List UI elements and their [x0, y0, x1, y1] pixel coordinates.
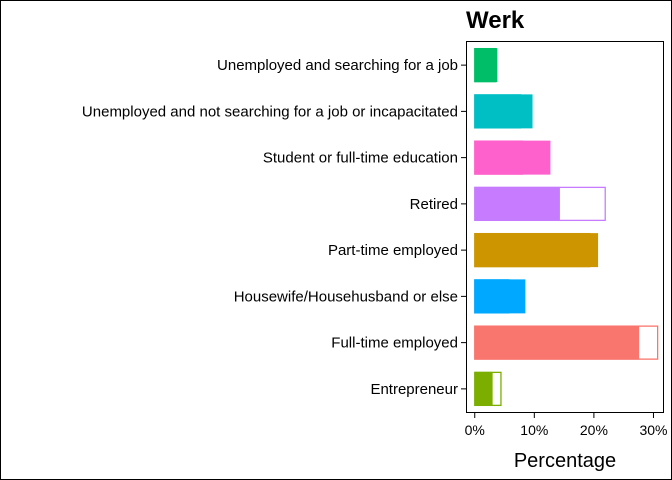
bar-outline	[474, 232, 591, 268]
y-category-label: Retired	[410, 196, 458, 213]
bar-filled	[474, 48, 498, 83]
x-tick-label: 20%	[580, 422, 608, 438]
bar-outline	[474, 140, 524, 175]
bar-filled	[474, 94, 533, 129]
bar-filled	[474, 325, 640, 360]
bar-outline	[474, 325, 659, 360]
y-category-label: Unemployed and searching for a job	[217, 57, 458, 74]
chart-title: Werk	[466, 7, 525, 34]
bar-filled	[474, 186, 560, 221]
bar-filled	[474, 371, 493, 406]
bar-filled	[474, 279, 526, 314]
bar-filled	[474, 233, 599, 268]
bar-outline	[474, 47, 497, 83]
bar-outline	[474, 279, 510, 314]
y-category-label: Student or full-time education	[263, 150, 458, 167]
bar-outline	[474, 94, 522, 129]
y-category-label: Housewife/Househusband or else	[234, 288, 458, 305]
y-category-label: Unemployed and not searching for a job o…	[82, 103, 458, 120]
bar-outline	[474, 371, 502, 407]
x-tick-label: 10%	[520, 422, 548, 438]
x-tick-label: 30%	[639, 422, 667, 438]
x-axis-title: Percentage	[514, 450, 616, 472]
y-category-label: Full-time employed	[331, 335, 458, 352]
y-category-label: Entrepreneur	[370, 381, 458, 398]
y-category-label: Part-time employed	[328, 242, 458, 259]
x-tick-label: 0%	[465, 422, 485, 438]
bar-outline	[474, 186, 606, 222]
bar-filled	[474, 140, 551, 175]
